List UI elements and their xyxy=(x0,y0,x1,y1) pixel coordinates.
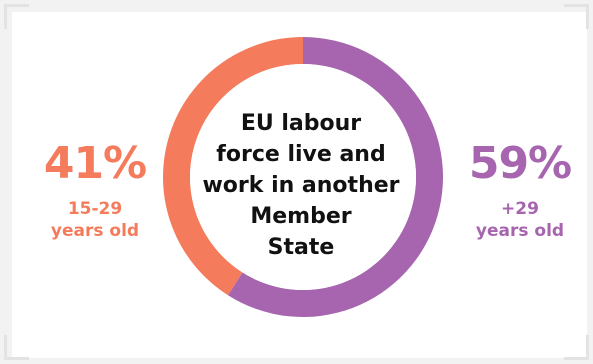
donut-slice-15-29-years-old xyxy=(163,37,303,296)
center-line: force live and xyxy=(216,142,386,167)
center-line: State xyxy=(267,235,335,260)
slice-percentage: 41% xyxy=(43,138,147,189)
donut-slice--29-years-old xyxy=(227,37,444,318)
center-line: work in another xyxy=(202,173,400,198)
slice-label-15-29: 41% 15-29 years old xyxy=(20,140,170,242)
slice-percentage: 59% xyxy=(468,138,572,189)
donut-hole xyxy=(190,64,416,290)
frame-corner-top-left xyxy=(4,4,29,29)
slice-category: 15-29 xyxy=(67,199,123,219)
frame-corner-bottom-left xyxy=(4,335,29,360)
slice-category: +29 xyxy=(501,199,539,219)
center-line: Member xyxy=(250,204,352,229)
frame-corner-top-right xyxy=(564,4,589,29)
frame-corner-bottom-right xyxy=(564,335,589,360)
slice-category: years old xyxy=(475,221,565,241)
slice-label-plus-29: 59% +29 years old xyxy=(455,140,585,242)
slice-category: years old xyxy=(50,221,140,241)
donut-center-label: EU labour force live and work in another… xyxy=(190,108,412,263)
center-line: EU labour xyxy=(240,111,362,136)
